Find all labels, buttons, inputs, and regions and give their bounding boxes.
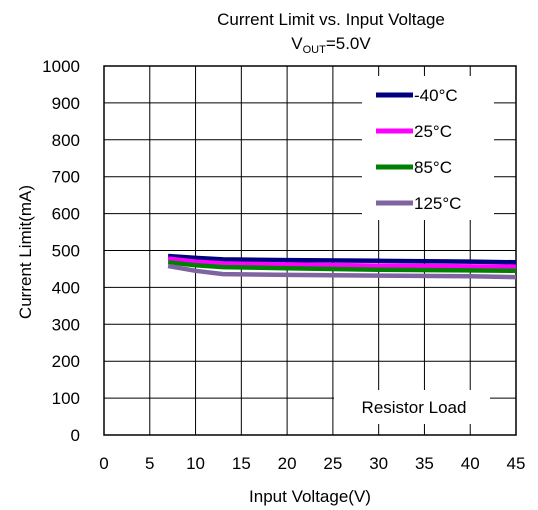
- y-tick-label-9: 900: [52, 94, 80, 113]
- annotation-box: [334, 390, 490, 424]
- y-tick-label-7: 700: [52, 168, 80, 187]
- tick-labels: 0 5 10 15 20 25 30 35 40 45 0 100 200 300 400 500 600 700…: [42, 57, 525, 473]
- legend: -40°C 25°C 85°C 125°C: [362, 76, 494, 220]
- legend-background: [362, 76, 494, 220]
- x-tick-label-2: 10: [186, 454, 205, 473]
- series-line-2: [167, 260, 517, 274]
- y-tick-label-1: 100: [52, 389, 80, 408]
- y-tick-label-4: 400: [52, 278, 80, 297]
- legend-label-3: 125°C: [414, 194, 461, 213]
- y-tick-label-2: 200: [52, 352, 80, 371]
- series-line-1: [167, 256, 517, 269]
- y-tick-label-3: 300: [52, 315, 80, 334]
- legend-label-0: -40°C: [414, 86, 458, 105]
- chart-subtitle: VOUT=5.0V: [291, 34, 371, 56]
- x-tick-label-4: 20: [278, 454, 297, 473]
- y-tick-label-6: 600: [52, 205, 80, 224]
- y-tick-label-5: 500: [52, 242, 80, 261]
- x-tick-label-6: 30: [369, 454, 388, 473]
- y-axis-label: Current Limit(mA): [16, 185, 35, 319]
- series-layer: [167, 253, 517, 280]
- legend-label-2: 85°C: [414, 158, 452, 177]
- x-tick-label-9: 45: [507, 454, 526, 473]
- plot-frame: [103, 65, 517, 436]
- y-tick-label-8: 800: [52, 131, 80, 150]
- x-axis-label: Input Voltage(V): [249, 487, 371, 506]
- y-tick-label-10: 1000: [42, 57, 80, 76]
- x-tick-label-8: 40: [461, 454, 480, 473]
- x-tick-label-1: 5: [145, 454, 154, 473]
- x-tick-label-5: 25: [323, 454, 342, 473]
- series-line-3: [167, 263, 517, 280]
- x-tick-label-7: 35: [415, 454, 434, 473]
- y-tick-label-0: 0: [71, 426, 80, 445]
- chart-title: Current Limit vs. Input Voltage: [217, 10, 445, 29]
- x-tick-label-3: 15: [232, 454, 251, 473]
- series-line-0: [167, 253, 517, 265]
- legend-label-1: 25°C: [414, 122, 452, 141]
- annotation-resistor-load: Resistor Load: [362, 398, 467, 417]
- x-tick-label-0: 0: [99, 454, 108, 473]
